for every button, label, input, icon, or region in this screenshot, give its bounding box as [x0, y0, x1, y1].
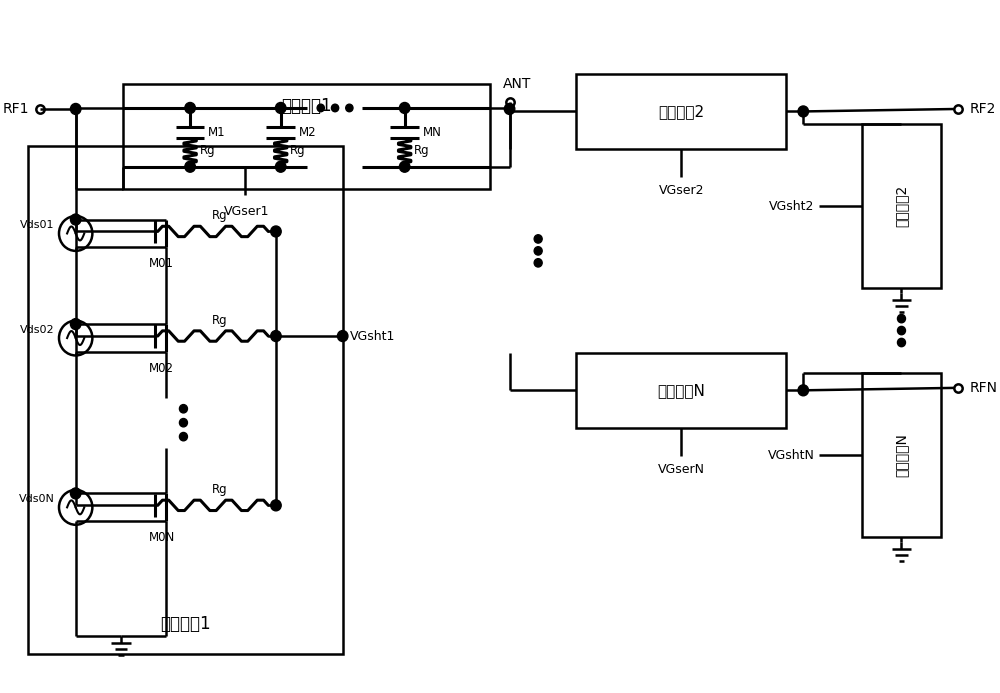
- Text: 串联支路1: 串联支路1: [282, 97, 332, 115]
- Text: Rg: Rg: [414, 144, 430, 157]
- Text: VGsht2: VGsht2: [769, 200, 815, 213]
- Bar: [123, 84, 490, 188]
- Text: 并联支路1: 并联支路1: [160, 615, 211, 633]
- Circle shape: [534, 258, 542, 267]
- Text: M02: M02: [149, 362, 174, 375]
- Text: Rg: Rg: [212, 484, 228, 496]
- Text: VGserN: VGserN: [658, 462, 705, 475]
- Circle shape: [70, 214, 81, 225]
- Text: M01: M01: [149, 257, 174, 270]
- Text: Vds01: Vds01: [20, 220, 55, 231]
- Text: VGshtN: VGshtN: [768, 448, 815, 462]
- Text: RFN: RFN: [969, 381, 997, 395]
- Text: 并联支路2: 并联支路2: [894, 185, 908, 227]
- Circle shape: [534, 235, 542, 243]
- Circle shape: [317, 104, 324, 112]
- Text: RF1: RF1: [2, 102, 29, 116]
- Bar: [28, 146, 343, 653]
- Circle shape: [504, 103, 515, 114]
- Circle shape: [331, 104, 339, 112]
- Text: Vds02: Vds02: [20, 325, 55, 335]
- Text: Rg: Rg: [290, 144, 306, 157]
- Circle shape: [179, 432, 187, 441]
- Text: Rg: Rg: [212, 209, 228, 222]
- Text: RF2: RF2: [969, 102, 996, 116]
- Circle shape: [271, 500, 281, 511]
- Circle shape: [897, 315, 905, 323]
- Circle shape: [185, 103, 195, 114]
- Text: VGsht1: VGsht1: [350, 330, 396, 342]
- Bar: [576, 74, 786, 149]
- Circle shape: [275, 103, 286, 114]
- Text: ANT: ANT: [503, 77, 531, 91]
- Circle shape: [70, 103, 81, 114]
- Circle shape: [271, 226, 281, 237]
- Text: 串联支路2: 串联支路2: [658, 104, 704, 119]
- Circle shape: [346, 104, 353, 112]
- Circle shape: [275, 161, 286, 172]
- Text: VGser1: VGser1: [224, 204, 270, 218]
- Circle shape: [185, 161, 195, 172]
- Circle shape: [897, 326, 905, 335]
- Text: Rg: Rg: [200, 144, 215, 157]
- Text: M0N: M0N: [148, 532, 175, 544]
- Circle shape: [179, 419, 187, 427]
- Text: 并联支路N: 并联支路N: [894, 433, 908, 477]
- Circle shape: [337, 331, 348, 342]
- Text: Rg: Rg: [212, 314, 228, 327]
- Circle shape: [70, 319, 81, 330]
- Circle shape: [798, 385, 809, 396]
- Circle shape: [179, 405, 187, 413]
- Circle shape: [399, 161, 410, 172]
- Text: 串联支路N: 串联支路N: [657, 383, 705, 398]
- Circle shape: [534, 247, 542, 255]
- Bar: [862, 124, 941, 288]
- Bar: [576, 353, 786, 428]
- Circle shape: [897, 338, 905, 346]
- Text: VGser2: VGser2: [658, 184, 704, 197]
- Circle shape: [798, 106, 809, 117]
- Bar: [862, 373, 941, 537]
- Circle shape: [271, 331, 281, 342]
- Circle shape: [70, 488, 81, 499]
- Text: M1: M1: [208, 126, 226, 139]
- Text: M2: M2: [299, 126, 316, 139]
- Circle shape: [399, 103, 410, 114]
- Text: MN: MN: [423, 126, 442, 139]
- Text: Vds0N: Vds0N: [19, 494, 55, 505]
